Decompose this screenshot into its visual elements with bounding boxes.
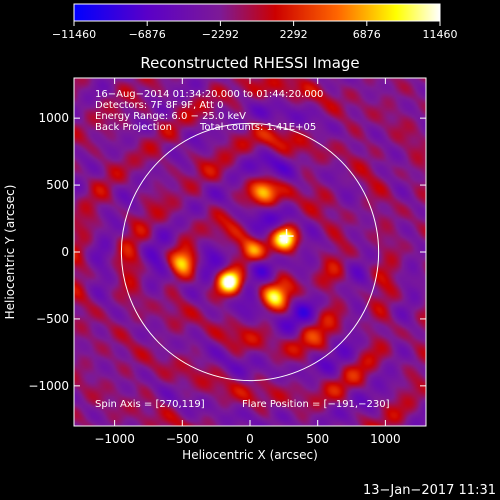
solar-limb-circle xyxy=(120,122,380,382)
annotations: 16−Aug−2014 01:34:20.000 to 01:44:20.000… xyxy=(95,89,390,410)
x-tick-label: 500 xyxy=(306,432,329,446)
x-tick-label: −500 xyxy=(166,432,199,446)
x-tick-label: 0 xyxy=(246,432,254,446)
y-tick-label: 1000 xyxy=(38,111,69,125)
colorbar: −11460 −6876 −2292 2292 6876 11460 xyxy=(52,3,458,41)
colorbar-tick-label: 2292 xyxy=(280,28,308,41)
footer-date: 13−Jan−2017 11:31 xyxy=(363,483,496,498)
x-axis-label: Heliocentric X (arcsec) xyxy=(182,448,318,462)
plot-frame xyxy=(73,77,427,427)
y-axis-label: Heliocentric Y (arcsec) xyxy=(3,185,17,320)
y-tick-label: −1000 xyxy=(28,379,69,393)
colorbar-tick-label: 6876 xyxy=(353,28,381,41)
y-tick-label: 0 xyxy=(61,245,69,259)
colorbar-tick-label: 11460 xyxy=(423,28,458,41)
colorbar-tick-label: −2292 xyxy=(202,28,239,41)
colorbar-gradient xyxy=(73,3,441,22)
plot-area xyxy=(74,78,426,426)
method-annotation: Back Projection xyxy=(95,122,172,133)
colorbar-tick-label: −6876 xyxy=(129,28,166,41)
total-counts-annotation: Total counts: 1.41E+05 xyxy=(199,122,316,133)
spin-axis-annotation: Spin Axis = [270,119] xyxy=(95,399,205,410)
time-range-annotation: 16−Aug−2014 01:34:20.000 to 01:44:20.000 xyxy=(95,89,323,100)
y-tick-label: 500 xyxy=(46,178,69,192)
chart-marks: −1000 −500 0 500 1000 −1000 −500 0 500 1000 xyxy=(28,78,426,446)
chart-title: Reconstructed RHESSI Image xyxy=(140,54,359,72)
energy-range-annotation: Energy Range: 6.0 − 25.0 keV xyxy=(95,111,246,122)
colorbar-ticks: −11460 −6876 −2292 2292 6876 11460 xyxy=(52,21,458,41)
colorbar-tick-label: −11460 xyxy=(52,28,96,41)
y-tick-label: −500 xyxy=(36,312,69,326)
detectors-annotation: Detectors: 7F 8F 9F, Att 0 xyxy=(95,100,223,111)
flare-position-annotation: Flare Position = [−191,−230] xyxy=(242,399,390,410)
heatmap-image xyxy=(74,78,426,426)
x-tick-label: 1000 xyxy=(370,432,401,446)
x-tick-label: −1000 xyxy=(94,432,135,446)
